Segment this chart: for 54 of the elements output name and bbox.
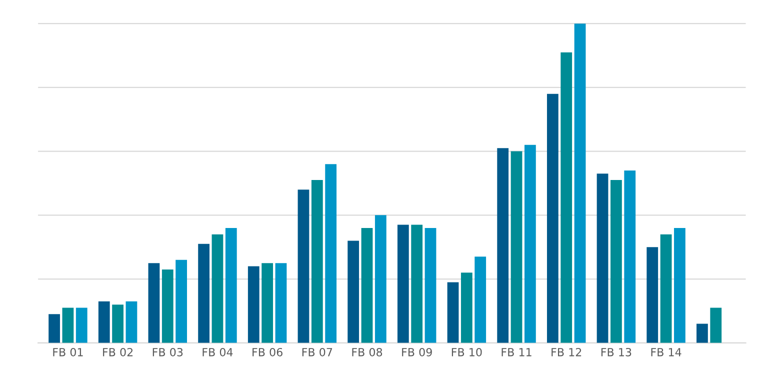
- bar: [510, 151, 522, 343]
- bar: [447, 282, 459, 343]
- bar: [460, 272, 472, 343]
- bar: [497, 148, 509, 343]
- bar: [361, 228, 373, 343]
- x-tick-label: FB 03: [152, 348, 183, 356]
- bar: [546, 94, 558, 343]
- bar: [225, 228, 237, 343]
- bar: [674, 228, 686, 343]
- bar: [48, 314, 60, 343]
- bar: [646, 247, 658, 343]
- bar: [325, 164, 337, 343]
- x-tick-label: FB 14: [651, 348, 682, 356]
- x-tick-label: FB 13: [601, 348, 632, 356]
- x-tick-label: FB 12: [552, 348, 582, 356]
- bar: [62, 308, 74, 343]
- bar: [610, 180, 622, 343]
- x-tick-label: FB 10: [452, 348, 482, 356]
- bar: [311, 180, 323, 343]
- x-tick-label: FB 11: [502, 348, 532, 356]
- x-tick-label: FB 01: [53, 348, 83, 356]
- bar: [560, 52, 572, 343]
- bar: [710, 308, 722, 343]
- x-tick-label: FB 07: [302, 348, 332, 356]
- bar: [176, 260, 187, 343]
- bar: [162, 269, 174, 343]
- bar: [660, 234, 672, 343]
- bar: [374, 215, 386, 343]
- bar: [298, 190, 310, 343]
- bar: [424, 228, 436, 343]
- bar: [474, 256, 486, 343]
- bar: [397, 224, 409, 343]
- bar: [76, 308, 88, 343]
- x-tick-label: FB 08: [352, 348, 382, 356]
- x-tick-label: FB 04: [202, 348, 233, 356]
- bar: [524, 144, 536, 343]
- bar: [262, 263, 274, 343]
- x-tick-label: FB 02: [103, 348, 133, 356]
- bar: [148, 263, 160, 343]
- bar: [98, 301, 110, 343]
- bar: [696, 324, 708, 343]
- bar: [248, 266, 260, 343]
- bar: [275, 263, 287, 343]
- bar: [574, 24, 586, 343]
- bar: [198, 244, 210, 343]
- bar: [126, 301, 138, 343]
- bar: [212, 234, 224, 343]
- bar: [348, 240, 360, 343]
- bar: [411, 224, 423, 343]
- x-tick-label: FB 06: [252, 348, 282, 356]
- x-tick-label: FB 09: [402, 348, 432, 356]
- bar: [112, 304, 124, 343]
- bar: [624, 170, 636, 343]
- bar: [596, 174, 608, 343]
